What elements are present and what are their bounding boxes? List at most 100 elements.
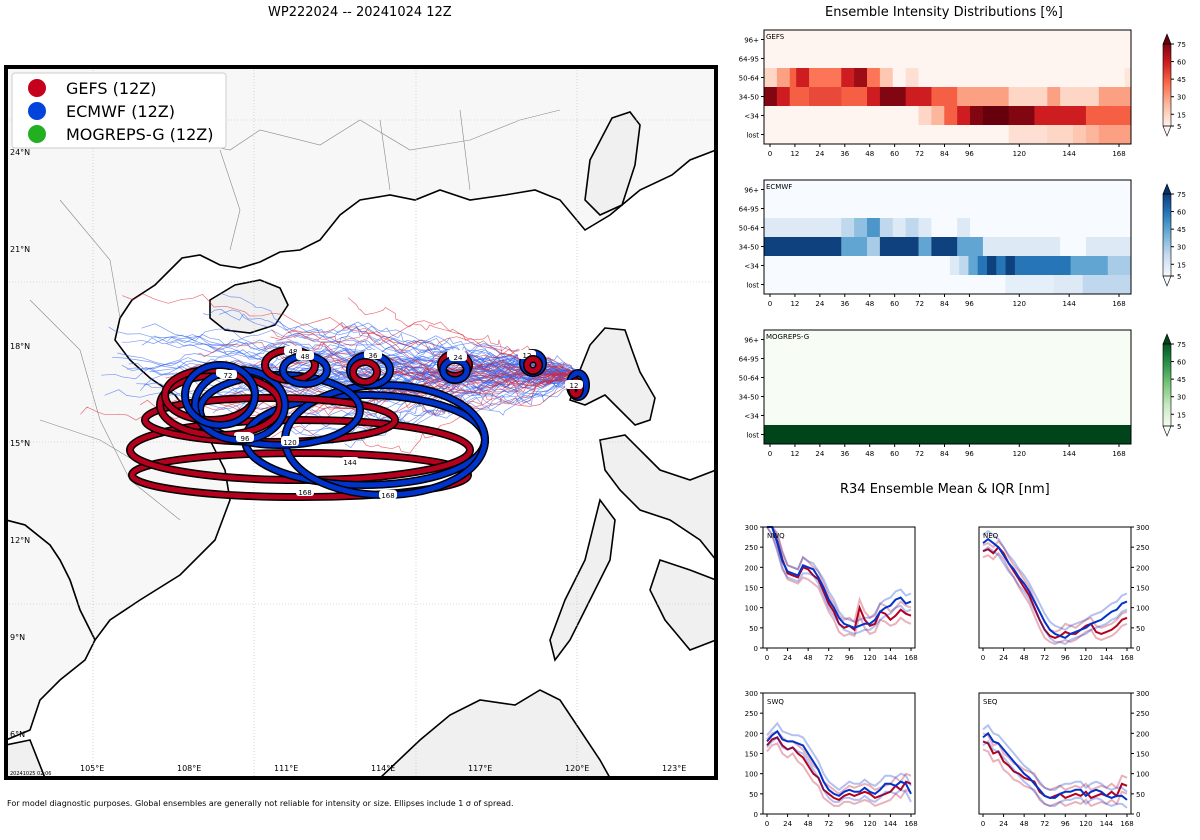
heatmap-cell — [841, 106, 849, 126]
r34-x-tick: 120 — [863, 654, 876, 662]
heatmap-cell — [1085, 49, 1093, 69]
heatmap-x-tick: 168 — [1112, 150, 1125, 158]
r34-x-tick: 72 — [824, 820, 833, 828]
heatmap-cell — [1008, 87, 1016, 107]
heatmap-cell — [873, 49, 881, 69]
heatmap-cell — [1053, 275, 1060, 295]
heatmap-cell — [809, 237, 817, 257]
heatmap-cell — [923, 275, 929, 295]
heatmap-cell — [783, 30, 791, 50]
heatmap-cell — [1008, 125, 1016, 145]
heatmap-cell — [879, 275, 886, 295]
heatmap-cell — [770, 199, 778, 219]
spread-ellipse — [524, 356, 542, 374]
heatmap-cell — [796, 49, 804, 69]
heatmap-cell — [768, 256, 774, 276]
heatmap-cell — [970, 237, 977, 257]
heatmap-cell — [824, 256, 830, 276]
heatmap-cell — [834, 106, 842, 126]
heatmap-cell — [1042, 256, 1048, 276]
r34-y-tick: 50 — [1136, 791, 1145, 799]
heatmap-cell — [931, 237, 939, 257]
heatmap-cell — [899, 68, 907, 88]
heatmap-cell — [1124, 218, 1132, 238]
heatmap-cell — [1034, 49, 1042, 69]
heatmap-cell — [1021, 87, 1029, 107]
r34-series-line — [982, 529, 1128, 631]
heatmap-cell — [1105, 125, 1113, 145]
heatmap-cell — [809, 218, 817, 238]
heatmap-cell — [886, 180, 894, 200]
heatmap-cell — [918, 68, 926, 88]
heatmap-cell — [970, 49, 977, 69]
heatmap-cell — [937, 180, 945, 200]
heatmap-cell — [1015, 106, 1023, 126]
heatmap-cell — [976, 106, 984, 126]
heatmap-cell — [1075, 256, 1081, 276]
r34-x-tick: 24 — [783, 820, 792, 828]
heatmap-cell — [847, 218, 855, 238]
heatmap-cell — [1047, 125, 1055, 145]
heatmap-cell — [833, 256, 839, 276]
heatmap-cell — [821, 68, 829, 88]
colorbar-tick: 5 — [1177, 273, 1181, 281]
heatmap-cell — [1111, 49, 1119, 69]
heatmap-cell — [892, 49, 900, 69]
heatmap-cell — [944, 180, 952, 200]
heatmap-cell — [1002, 218, 1010, 238]
heatmap-cell — [879, 180, 887, 200]
heatmap-row-label: 96+ — [744, 337, 759, 345]
colorbar-tick: 45 — [1177, 76, 1186, 84]
heatmap-cell — [1040, 237, 1048, 257]
heatmap-cell — [924, 125, 932, 145]
heatmap-cell — [1053, 199, 1061, 219]
heatmap-cell — [802, 49, 810, 69]
heatmap-cell — [1015, 275, 1021, 295]
heatmap-cell — [1066, 125, 1074, 145]
heatmap-cell — [847, 30, 855, 50]
r34-x-tick: 168 — [904, 654, 917, 662]
heatmap-cell — [860, 275, 866, 295]
heatmap-cell — [783, 68, 791, 88]
heatmap-cell — [982, 237, 990, 257]
heatmap-cell — [935, 256, 942, 276]
heatmap-cell — [899, 199, 907, 219]
heatmap-cell — [764, 199, 771, 219]
colorbar-tick: 15 — [1177, 411, 1186, 419]
heatmap-cell — [809, 68, 817, 88]
heatmap-cell — [1005, 275, 1011, 295]
r34-y-tick: 250 — [745, 544, 758, 552]
heatmap-cell — [841, 125, 849, 145]
heatmap-cell — [1085, 30, 1093, 50]
r34-x-tick: 168 — [904, 820, 917, 828]
heatmap-cell — [841, 87, 849, 107]
heatmap-cell — [1066, 87, 1074, 107]
track-map: 1681441681201209696727248483624241212 24… — [4, 65, 718, 780]
r34-chart-neq: NEQ 0 50 100 150 200 250 300 0 24 48 72 96 120 144 168 — [978, 524, 1149, 662]
heatmap-cell — [854, 30, 862, 50]
heatmap-x-tick: 12 — [790, 300, 799, 308]
heatmap-cell — [1053, 180, 1061, 200]
heatmap-cell — [892, 87, 900, 107]
heatmap-cell — [1015, 49, 1023, 69]
heatmap-cell — [789, 30, 797, 50]
r34-x-tick: 144 — [1100, 654, 1114, 662]
colorbar-tick: 5 — [1177, 423, 1181, 431]
heatmap-cell — [1002, 125, 1010, 145]
heatmap-cell — [899, 106, 907, 126]
heatmap-cell — [1121, 256, 1127, 276]
heatmap-cell — [855, 275, 862, 295]
heatmap-cell — [776, 68, 784, 88]
heatmap-cell — [912, 68, 920, 88]
heatmap-cell — [937, 87, 945, 107]
heatmap-cell — [1079, 256, 1086, 276]
heatmap-cell — [1079, 218, 1087, 238]
heatmap-cell — [1040, 49, 1048, 69]
heatmap-cell — [912, 49, 920, 69]
heatmap-cell — [860, 68, 868, 88]
heatmap-cell — [1105, 199, 1113, 219]
heatmap-cell — [982, 125, 990, 145]
heatmap-cell — [1024, 256, 1030, 276]
heatmap-cell — [931, 30, 939, 50]
heatmap-cell — [944, 68, 952, 88]
